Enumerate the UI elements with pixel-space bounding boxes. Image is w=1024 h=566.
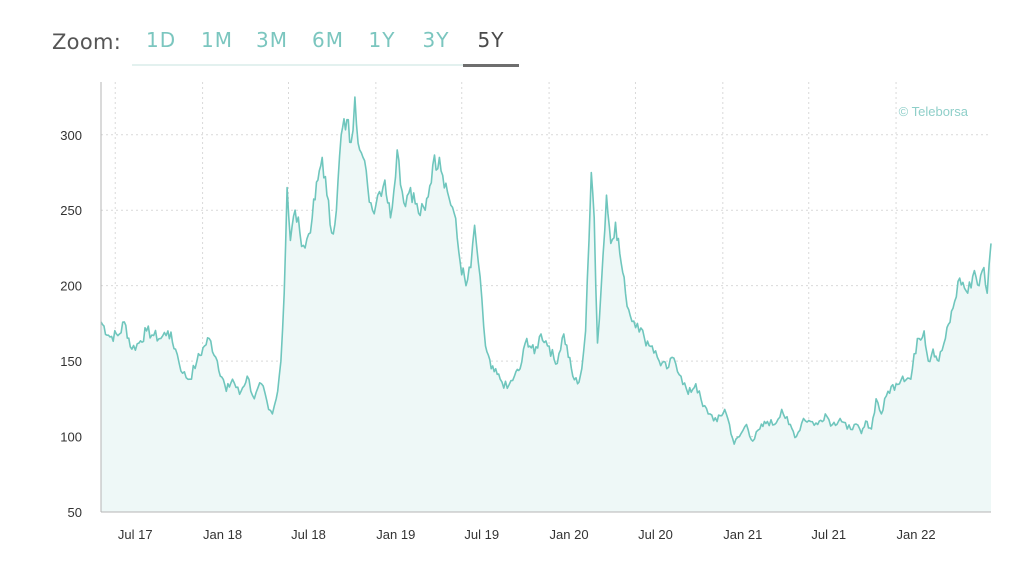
zoom-track: [132, 64, 518, 66]
y-tick-label: 250: [60, 203, 82, 218]
x-tick-label: Jul 21: [811, 527, 846, 542]
y-tick-label: 150: [60, 354, 82, 369]
chart-credit: © Teleborsa: [899, 104, 969, 119]
x-tick-label: Jul 18: [291, 527, 326, 542]
x-tick-label: Jan 18: [203, 527, 242, 542]
zoom-1d-button[interactable]: 1D: [146, 28, 177, 52]
y-tick-label: 50: [68, 505, 82, 520]
zoom-5y-button[interactable]: 5Y: [477, 28, 505, 52]
x-axis-ticks: Jul 17 Jan 18 Jul 18 Jan 19 Jul 19 Jan 20 Jul …: [118, 527, 936, 542]
y-tick-label: 100: [60, 430, 82, 445]
zoom-3m-button[interactable]: 3M: [256, 28, 288, 52]
x-tick-label: Jul 17: [118, 527, 153, 542]
zoom-label: Zoom:: [52, 30, 122, 54]
x-tick-label: Jan 21: [723, 527, 762, 542]
zoom-1m-button[interactable]: 1M: [201, 28, 233, 52]
zoom-selected-underline: [463, 64, 519, 67]
y-tick-label: 300: [60, 128, 82, 143]
x-tick-label: Jan 22: [897, 527, 936, 542]
zoom-3y-button[interactable]: 3Y: [422, 28, 450, 52]
x-tick-label: Jul 19: [464, 527, 499, 542]
price-line: [100, 96, 992, 445]
x-tick-label: Jan 20: [550, 527, 589, 542]
y-tick-label: 200: [60, 279, 82, 294]
x-tick-label: Jul 20: [638, 527, 673, 542]
price-area-fill: [101, 97, 991, 512]
zoom-6m-button[interactable]: 6M: [312, 28, 344, 52]
x-tick-label: Jan 19: [376, 527, 415, 542]
y-axis-ticks: 50 100 150 200 250 300: [60, 128, 82, 520]
zoom-1y-button[interactable]: 1Y: [368, 28, 396, 52]
